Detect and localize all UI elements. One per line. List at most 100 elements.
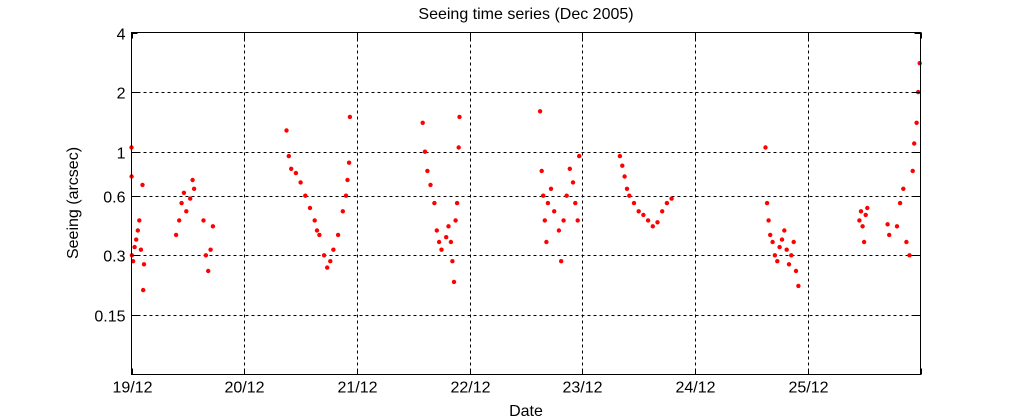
data-point — [190, 177, 195, 183]
data-point — [885, 222, 890, 227]
data-point — [897, 200, 903, 206]
data-point — [763, 145, 768, 150]
data-point — [436, 239, 442, 245]
data-point — [660, 209, 665, 214]
data-point — [777, 244, 782, 250]
data-point — [575, 218, 580, 223]
data-point — [420, 120, 425, 126]
data-point — [573, 200, 578, 206]
data-point — [865, 205, 870, 211]
data-point — [293, 170, 299, 176]
y-tick-label: 0.6 — [103, 190, 125, 207]
data-point — [641, 212, 646, 218]
data-point — [556, 228, 562, 233]
data-point — [912, 141, 917, 146]
data-point — [422, 149, 428, 154]
data-point — [448, 239, 454, 245]
data-point — [617, 153, 623, 159]
data-point — [770, 239, 775, 245]
y-axis-label: Seeing (arcsec) — [65, 147, 82, 259]
data-point — [655, 220, 660, 225]
x-tick-label: 23/12 — [562, 380, 602, 397]
data-point — [860, 224, 865, 229]
data-point — [446, 224, 451, 229]
data-point — [857, 218, 862, 223]
data-point — [907, 253, 912, 258]
data-point — [904, 239, 909, 245]
data-point — [764, 200, 770, 206]
data-point — [861, 239, 867, 245]
data-points — [129, 61, 922, 293]
data-point — [317, 232, 322, 238]
data-point — [188, 196, 193, 201]
data-point — [432, 200, 437, 206]
x-tick-label: 20/12 — [224, 380, 264, 397]
data-point — [772, 253, 778, 258]
data-point — [544, 239, 549, 245]
data-point — [457, 114, 462, 120]
y-tick-label: 0.3 — [103, 249, 125, 266]
data-point — [620, 163, 625, 168]
x-tick-label: 24/12 — [675, 380, 715, 397]
grid-lines — [131, 32, 921, 375]
data-point — [863, 212, 868, 218]
data-point — [545, 200, 551, 206]
data-point — [307, 205, 313, 211]
data-point — [914, 120, 919, 126]
data-point — [298, 180, 303, 185]
data-point — [312, 218, 317, 223]
data-point — [636, 209, 641, 214]
data-point — [444, 235, 449, 240]
data-point — [286, 153, 291, 159]
y-tick-label: 4 — [117, 27, 126, 44]
data-point — [179, 200, 184, 206]
data-point — [858, 209, 864, 214]
data-point — [645, 218, 651, 223]
data-point — [210, 224, 216, 229]
data-point — [343, 193, 349, 198]
data-point — [134, 237, 139, 242]
data-point — [303, 193, 308, 198]
data-point — [347, 114, 353, 120]
x-tick-label: 21/12 — [337, 380, 377, 397]
plot-frame — [131, 32, 921, 375]
data-point — [784, 247, 789, 252]
data-point — [561, 218, 566, 223]
data-point — [782, 228, 787, 233]
y-axis-ticks: 0.15 0.3 0.6 1 2 4 — [94, 27, 921, 326]
data-point — [894, 224, 900, 229]
data-point — [141, 262, 147, 267]
data-point — [340, 209, 345, 214]
data-point — [335, 232, 341, 238]
data-point — [901, 186, 906, 191]
x-tick-label: 25/12 — [788, 380, 828, 397]
data-point — [539, 168, 544, 174]
y-tick-label: 2 — [117, 86, 126, 103]
data-point — [552, 209, 557, 214]
data-point — [564, 193, 569, 198]
data-point — [650, 224, 655, 229]
data-point — [537, 109, 543, 114]
data-point — [766, 218, 771, 223]
data-point — [434, 228, 439, 233]
data-point — [768, 232, 773, 238]
data-point — [191, 186, 197, 191]
data-point — [622, 174, 627, 179]
data-point — [138, 247, 144, 252]
data-point — [203, 253, 209, 258]
data-point — [779, 237, 785, 242]
data-point — [201, 218, 206, 223]
data-point — [796, 283, 801, 289]
data-point — [141, 287, 146, 293]
data-point — [570, 180, 576, 185]
data-point — [791, 239, 796, 245]
data-point — [135, 228, 140, 233]
data-point — [451, 279, 457, 285]
data-point — [910, 168, 915, 174]
data-point — [314, 228, 320, 233]
data-point — [453, 218, 458, 223]
data-point — [181, 190, 187, 195]
data-point — [140, 182, 145, 188]
data-point — [542, 218, 547, 223]
